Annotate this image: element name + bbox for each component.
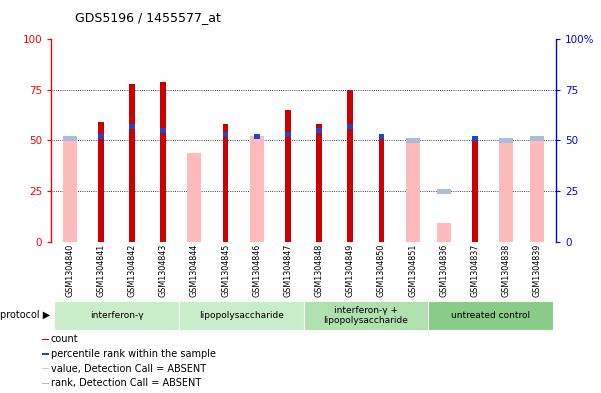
Bar — [285, 110, 291, 242]
Bar — [98, 122, 104, 242]
Text: GSM1304837: GSM1304837 — [471, 243, 480, 297]
Text: GSM1304848: GSM1304848 — [314, 243, 323, 297]
Bar — [42, 368, 49, 369]
Bar — [285, 132, 291, 137]
Text: GSM1304838: GSM1304838 — [502, 243, 511, 297]
Bar — [437, 224, 451, 242]
Bar — [472, 140, 478, 242]
Bar — [129, 84, 135, 242]
Bar — [499, 140, 513, 242]
Bar — [347, 124, 353, 129]
Bar — [530, 140, 545, 242]
Text: GSM1304836: GSM1304836 — [439, 243, 448, 297]
Text: lipopolysaccharide: lipopolysaccharide — [199, 311, 284, 320]
Bar — [316, 128, 322, 133]
Bar — [63, 136, 77, 141]
Text: GSM1304841: GSM1304841 — [96, 243, 105, 297]
Bar — [379, 138, 384, 242]
Text: GSM1304840: GSM1304840 — [66, 243, 75, 297]
Bar — [530, 136, 545, 141]
Text: interferon-γ: interferon-γ — [90, 311, 144, 320]
Text: GSM1304845: GSM1304845 — [221, 243, 230, 297]
Bar — [179, 301, 304, 330]
Text: GSM1304843: GSM1304843 — [159, 243, 168, 297]
Text: GDS5196 / 1455577_at: GDS5196 / 1455577_at — [75, 11, 221, 24]
Text: protocol ▶: protocol ▶ — [0, 310, 50, 320]
Text: GSM1304849: GSM1304849 — [346, 243, 355, 297]
Bar — [42, 383, 49, 384]
Text: rank, Detection Call = ABSENT: rank, Detection Call = ABSENT — [50, 378, 201, 388]
Bar — [98, 134, 104, 139]
Text: GSM1304839: GSM1304839 — [532, 243, 542, 297]
Bar — [304, 301, 428, 330]
Bar — [63, 140, 77, 242]
Bar — [406, 140, 419, 242]
Text: GSM1304847: GSM1304847 — [284, 243, 293, 297]
Bar — [316, 124, 322, 242]
Bar — [160, 128, 166, 133]
Text: GSM1304851: GSM1304851 — [408, 243, 417, 297]
Bar — [472, 136, 478, 141]
Text: GSM1304850: GSM1304850 — [377, 243, 386, 297]
Bar — [406, 138, 419, 143]
Bar — [223, 132, 228, 137]
Bar — [129, 124, 135, 129]
Text: GSM1304844: GSM1304844 — [190, 243, 199, 297]
Bar — [160, 82, 166, 242]
Bar — [347, 90, 353, 242]
Bar — [42, 339, 49, 340]
Text: GSM1304842: GSM1304842 — [127, 243, 136, 297]
Text: untreated control: untreated control — [451, 311, 530, 320]
Bar — [250, 136, 264, 242]
Bar — [437, 189, 451, 194]
Bar — [188, 152, 201, 242]
Bar — [428, 301, 553, 330]
Text: count: count — [50, 334, 78, 344]
Bar — [42, 353, 49, 354]
Text: interferon-γ +
lipopolysaccharide: interferon-γ + lipopolysaccharide — [323, 306, 408, 325]
Bar — [223, 124, 228, 242]
Bar — [379, 134, 384, 139]
Text: value, Detection Call = ABSENT: value, Detection Call = ABSENT — [50, 364, 206, 374]
Bar — [254, 134, 260, 139]
Bar — [54, 301, 179, 330]
Text: GSM1304846: GSM1304846 — [252, 243, 261, 297]
Text: percentile rank within the sample: percentile rank within the sample — [50, 349, 216, 359]
Bar — [499, 138, 513, 143]
